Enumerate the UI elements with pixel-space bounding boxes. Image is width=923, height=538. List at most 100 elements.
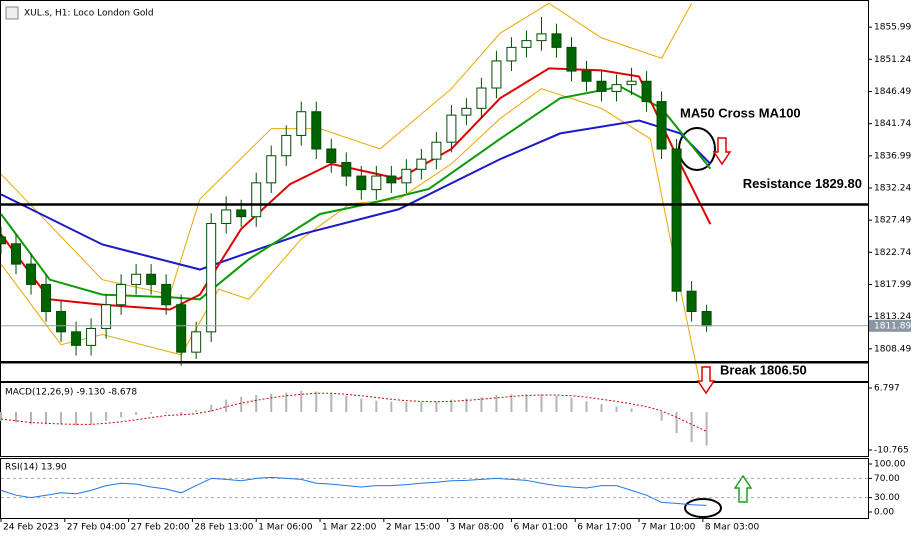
candle-body — [206, 222, 217, 333]
candle-body — [26, 263, 37, 285]
histogram-bar — [90, 411, 93, 425]
candle-body — [536, 33, 547, 42]
histogram-bar — [105, 411, 108, 421]
y-tick-label: 1822.74 — [874, 248, 911, 258]
y-tick-label: 1817.99 — [874, 280, 911, 290]
candle-body — [191, 331, 202, 353]
down-arrow — [712, 137, 732, 166]
y-tick-label: 1855.99 — [874, 23, 911, 33]
candle-body — [626, 80, 637, 86]
histogram-bar — [450, 399, 453, 412]
histogram-bar — [360, 398, 363, 412]
histogram-bar — [630, 408, 633, 412]
rsi-circle — [684, 498, 722, 518]
candle-body — [611, 84, 622, 92]
candle-body — [656, 101, 667, 150]
histogram-bar — [225, 399, 228, 412]
candle-body — [176, 304, 187, 353]
x-tick-label: 27 Feb 20:00 — [131, 523, 190, 533]
histogram-bar — [165, 411, 168, 414]
histogram-bar — [705, 411, 708, 446]
annotation: MA50 Cross MA100 — [680, 105, 801, 120]
symbol-icon — [5, 6, 19, 20]
candle-body — [71, 331, 82, 346]
candle-body — [416, 158, 427, 170]
y-tick-label: 0.00 — [874, 507, 894, 517]
rsi-panel — [0, 458, 869, 519]
candle-body — [566, 46, 577, 72]
histogram-bar — [120, 411, 123, 418]
indicator-line — [0, 67, 712, 311]
histogram-bar — [420, 402, 423, 412]
candle-body — [521, 40, 532, 48]
last-price-box — [869, 319, 911, 332]
histogram-bar — [15, 411, 18, 423]
histogram-bar — [615, 406, 618, 412]
histogram-bar — [345, 396, 348, 412]
histogram-bar — [315, 391, 318, 412]
x-tick-label: 6 Mar 01:00 — [513, 523, 568, 533]
level-label: Resistance 1829.80 — [743, 176, 862, 191]
chart-title: XUL.s, H1: Loco London Gold — [24, 9, 154, 19]
macd-panel — [0, 382, 869, 457]
candle-body — [11, 243, 22, 265]
candle-body — [236, 209, 247, 218]
histogram-bar — [480, 397, 483, 412]
y-tick-label: 1846.49 — [874, 87, 911, 97]
y-tick-label: 1808.49 — [874, 344, 911, 354]
x-tick-label: 1 Mar 22:00 — [322, 523, 377, 533]
rsi-title: RSI(14) 13.90 — [5, 463, 67, 473]
histogram-bar — [180, 411, 183, 415]
histogram-bar — [540, 394, 543, 412]
macd-title: MACD(12,26,9) -9.130 -8.678 — [5, 388, 137, 398]
histogram-bar — [585, 401, 588, 412]
y-tick-label: 1841.74 — [874, 119, 911, 129]
candle-body — [266, 155, 277, 184]
y-tick-label: 30.00 — [874, 493, 900, 503]
x-tick-label: 28 Feb 13:00 — [194, 523, 253, 533]
last-price-label: 1811.89 — [874, 321, 911, 331]
candle-body — [131, 273, 142, 285]
level-label: Break 1806.50 — [720, 363, 807, 378]
y-tick-label: 1827.49 — [874, 216, 911, 226]
candle-body — [86, 327, 97, 346]
candle-body — [506, 46, 517, 62]
candle-body — [401, 168, 412, 184]
histogram-bar — [255, 395, 258, 412]
candle-body — [326, 148, 337, 164]
candle-body — [161, 283, 172, 306]
x-tick-label: 1 Mar 06:00 — [258, 523, 313, 533]
candle-body — [371, 175, 382, 191]
y-tick-label: 70.00 — [874, 474, 900, 484]
histogram-bar — [300, 390, 303, 412]
candle-body — [461, 107, 472, 116]
indicator-line — [0, 85, 712, 301]
histogram-bar — [510, 394, 513, 412]
histogram-bar — [210, 404, 213, 412]
y-tick-label: 1813.24 — [874, 312, 911, 322]
y-tick-label: 1851.24 — [874, 55, 911, 65]
y-tick-label: -10.765 — [874, 445, 909, 455]
histogram-bar — [270, 393, 273, 412]
histogram-bar — [150, 411, 153, 414]
candle-body — [101, 304, 112, 329]
candle-body — [641, 80, 652, 103]
histogram-bar — [600, 404, 603, 412]
histogram-bar — [495, 395, 498, 412]
candle-body — [0, 236, 7, 245]
histogram-bar — [435, 401, 438, 412]
candle-body — [41, 283, 52, 313]
histogram-bar — [690, 411, 693, 442]
x-tick-label: 27 Feb 04:00 — [67, 523, 126, 533]
x-tick-label: 8 Mar 03:00 — [705, 523, 760, 533]
histogram-bar — [390, 401, 393, 412]
candle-body — [116, 283, 127, 306]
histogram-bar — [525, 394, 528, 412]
histogram-bar — [660, 411, 663, 421]
candle-body — [386, 175, 397, 184]
y-tick-label: 1832.24 — [874, 183, 911, 193]
rsi-line — [0, 476, 707, 506]
down-arrow — [696, 366, 716, 395]
x-tick-label: 2 Mar 15:00 — [386, 523, 441, 533]
